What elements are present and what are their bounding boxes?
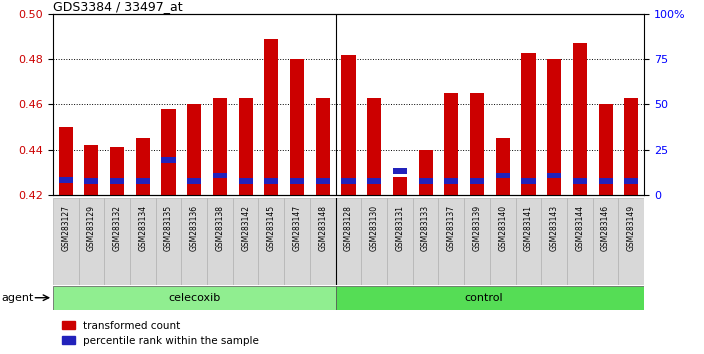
Bar [496,173,510,178]
Bar [284,198,310,285]
Text: GSM283149: GSM283149 [627,205,636,251]
Bar [624,98,639,195]
Bar [336,286,644,310]
Bar [393,177,407,195]
Bar [496,138,510,195]
Bar [264,178,278,184]
Bar [58,177,73,183]
Bar [419,150,433,195]
Bar [104,198,130,285]
Bar [156,198,182,285]
Bar [444,93,458,195]
Bar [341,55,356,195]
Bar [110,147,124,195]
Bar [239,98,253,195]
Text: GSM283140: GSM283140 [498,205,508,251]
Bar [315,178,330,184]
Bar [233,198,258,285]
Bar [413,198,439,285]
Bar [387,198,413,285]
Text: celecoxib: celecoxib [168,293,220,303]
Bar [470,178,484,184]
Bar [367,178,382,184]
Bar [439,198,464,285]
Bar [361,198,387,285]
Text: control: control [464,293,503,303]
Bar [258,198,284,285]
Bar [58,127,73,195]
Bar [213,173,227,178]
Text: GSM283132: GSM283132 [113,205,122,251]
Bar [419,178,433,184]
Bar [573,44,587,195]
Text: GSM283147: GSM283147 [293,205,301,251]
Bar [522,52,536,195]
Bar [393,168,407,174]
Bar [290,59,304,195]
Text: GSM283142: GSM283142 [241,205,250,251]
Bar [336,198,361,285]
Bar [239,178,253,184]
Bar [161,157,175,162]
Bar [624,178,639,184]
Bar [341,178,356,184]
Text: GSM283128: GSM283128 [344,205,353,251]
Bar [444,178,458,184]
Bar [264,39,278,195]
Bar [110,178,124,184]
Legend: transformed count, percentile rank within the sample: transformed count, percentile rank withi… [58,317,263,350]
Bar [290,178,304,184]
Bar [547,59,561,195]
Bar [182,198,207,285]
Bar [161,109,175,195]
Text: GSM283131: GSM283131 [396,205,404,251]
Text: GSM283127: GSM283127 [61,205,70,251]
Text: GSM283146: GSM283146 [601,205,610,251]
Bar [130,198,156,285]
Text: agent: agent [1,293,34,303]
Bar [315,98,330,195]
Bar [187,104,201,195]
Bar [464,198,490,285]
Bar [515,198,541,285]
Bar [53,286,336,310]
Text: GSM283144: GSM283144 [575,205,584,251]
Text: GSM283136: GSM283136 [189,205,199,251]
Bar [84,178,99,184]
Text: GSM283148: GSM283148 [318,205,327,251]
Bar [213,98,227,195]
Bar [136,178,150,184]
Bar [522,178,536,184]
Bar [207,198,233,285]
Bar [53,198,79,285]
Text: GSM283139: GSM283139 [472,205,482,251]
Bar [593,198,618,285]
Bar [547,173,561,178]
Bar [187,178,201,184]
Bar [618,198,644,285]
Text: GSM283143: GSM283143 [550,205,559,251]
Bar [573,178,587,184]
Bar [598,178,612,184]
Text: GSM283134: GSM283134 [138,205,147,251]
Bar [79,198,104,285]
Text: GSM283130: GSM283130 [370,205,379,251]
Bar [598,104,612,195]
Text: GDS3384 / 33497_at: GDS3384 / 33497_at [53,0,182,13]
Bar [136,138,150,195]
Bar [490,198,515,285]
Text: GSM283133: GSM283133 [421,205,430,251]
Bar [541,198,567,285]
Text: GSM283135: GSM283135 [164,205,173,251]
Bar [84,145,99,195]
Text: GSM283145: GSM283145 [267,205,276,251]
Text: GSM283138: GSM283138 [215,205,225,251]
Text: GSM283141: GSM283141 [524,205,533,251]
Text: GSM283129: GSM283129 [87,205,96,251]
Text: GSM283137: GSM283137 [447,205,455,251]
Bar [310,198,336,285]
Bar [367,98,382,195]
Bar [470,93,484,195]
Bar [567,198,593,285]
